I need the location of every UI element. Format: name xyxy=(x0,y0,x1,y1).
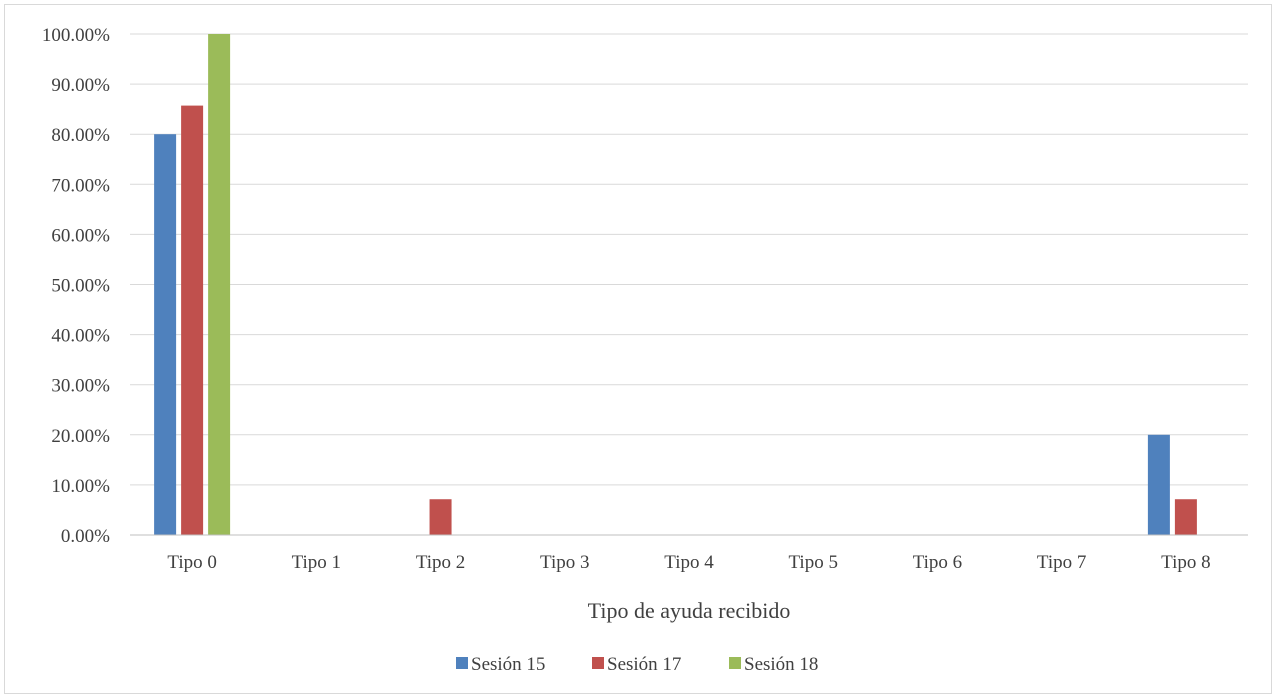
legend-swatch xyxy=(592,657,604,669)
bar xyxy=(181,105,204,536)
x-tick-label: Tipo 1 xyxy=(292,552,341,573)
y-tick-label: 30.00% xyxy=(51,376,110,397)
bar xyxy=(1174,499,1197,535)
y-tick-label: 100.00% xyxy=(42,25,110,46)
y-tick-label: 20.00% xyxy=(51,426,110,447)
bar xyxy=(154,134,177,535)
x-tick-label: Tipo 4 xyxy=(664,552,714,573)
x-tick-label: Tipo 7 xyxy=(1037,552,1086,573)
x-tick-label: Tipo 6 xyxy=(913,552,962,573)
bar xyxy=(1147,434,1170,535)
y-tick-label: 50.00% xyxy=(51,276,110,297)
y-tick-label: 10.00% xyxy=(51,476,110,497)
x-tick-label: Tipo 0 xyxy=(167,552,216,573)
bar xyxy=(208,34,231,535)
legend-label: Sesión 15 xyxy=(471,654,545,675)
x-tick-label: Tipo 2 xyxy=(416,552,465,573)
y-tick-label: 90.00% xyxy=(51,75,110,96)
legend-swatch xyxy=(729,657,741,669)
bar xyxy=(429,499,452,535)
x-axis-title: Tipo de ayuda recibido xyxy=(588,598,791,623)
y-tick-label: 0.00% xyxy=(61,526,110,547)
y-tick-label: 60.00% xyxy=(51,225,110,246)
gridlines xyxy=(130,33,1248,486)
legend-label: Sesión 18 xyxy=(744,654,818,675)
x-tick-label: Tipo 8 xyxy=(1161,552,1210,573)
legend: Sesión 15 Sesión 17 Sesión 18 xyxy=(456,654,818,675)
bars xyxy=(154,34,1197,536)
legend-swatch xyxy=(456,657,468,669)
y-axis-tick-labels: 0.00% 10.00% 20.00% 30.00% 40.00% 50.00% 60.00… xyxy=(42,25,110,547)
x-tick-label: Tipo 5 xyxy=(788,552,837,573)
y-tick-label: 80.00% xyxy=(51,125,110,146)
x-tick-label: Tipo 3 xyxy=(540,552,589,573)
y-tick-label: 40.00% xyxy=(51,326,110,347)
legend-label: Sesión 17 xyxy=(607,654,681,675)
x-axis-tick-labels: Tipo 0 Tipo 1 Tipo 2 Tipo 3 Tipo 4 Tipo 5 Tipo… xyxy=(167,552,1210,573)
y-tick-label: 70.00% xyxy=(51,175,110,196)
